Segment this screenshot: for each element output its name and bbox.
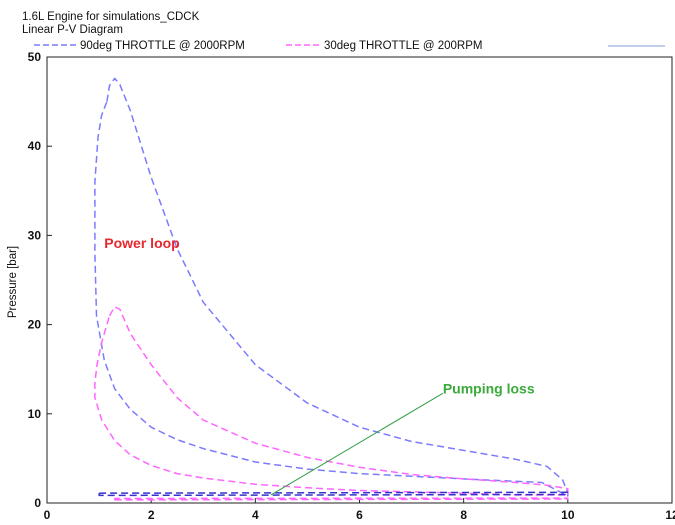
legend-label-90deg: 90deg THROTTLE @ 2000RPM	[80, 40, 245, 52]
x-tick-label: 2	[148, 508, 155, 522]
annotations-group: Power loop Pumping loss	[104, 235, 535, 496]
axis-ticks: 0 2 4 6 8 10 12 0 10 20 30 40 50	[28, 50, 675, 522]
y-tick-label: 20	[28, 318, 42, 332]
x-tick-label: 10	[561, 508, 575, 522]
power-loop-annotation: Power loop	[104, 235, 179, 251]
pumping-loss-pointer-line	[270, 392, 444, 496]
header-engine-title: 1.6L Engine for simulations_CDCK	[22, 11, 200, 23]
x-tick-label: 0	[44, 508, 51, 522]
x-tick-label: 8	[460, 508, 467, 522]
pumping-loss-annotation: Pumping loss	[443, 380, 535, 396]
header-diagram-title: Linear P-V Diagram	[22, 24, 123, 36]
x-tick-label: 12	[665, 508, 675, 522]
series-line-3	[113, 497, 569, 501]
y-tick-label: 50	[28, 50, 42, 64]
y-tick-label: 40	[28, 139, 42, 153]
series-line-2	[98, 491, 569, 497]
y-tick-label: 10	[28, 407, 42, 421]
x-tick-label: 6	[356, 508, 363, 522]
legend: 90deg THROTTLE @ 2000RPM 30deg THROTTLE …	[34, 40, 665, 52]
y-axis-label: Pressure [bar]	[7, 246, 19, 318]
y-tick-label: 30	[28, 228, 42, 242]
x-tick-label: 4	[252, 508, 259, 522]
legend-label-30deg: 30deg THROTTLE @ 200RPM	[324, 40, 482, 52]
y-tick-label: 0	[34, 496, 41, 510]
series-group	[94, 77, 569, 501]
